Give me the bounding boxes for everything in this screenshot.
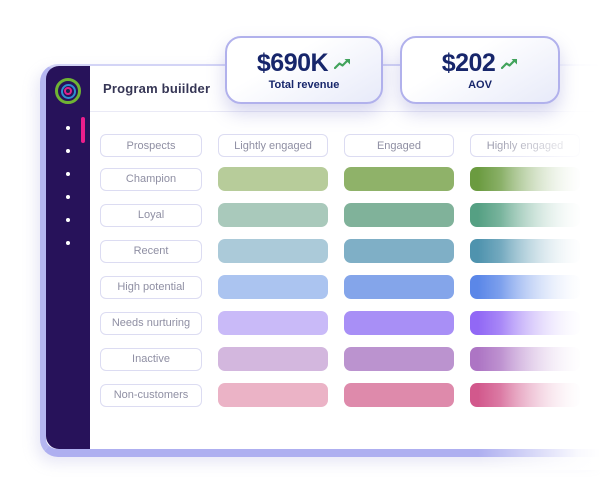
matrix-header-row: Prospects Lightly engaged Engaged Highly en… (100, 134, 580, 157)
column-header-pill[interactable]: Prospects (100, 134, 202, 157)
matrix-cell[interactable] (470, 239, 580, 263)
page-title: Program buiilder (103, 81, 211, 96)
app-window: Program buiilder Prospects Lightly engage… (40, 64, 600, 457)
row-label-pill[interactable]: Loyal (100, 203, 202, 227)
stat-card-aov: $202 AOV (400, 36, 560, 104)
sidebar-nav (46, 126, 90, 264)
matrix-cell[interactable] (470, 347, 580, 371)
matrix-cell[interactable] (218, 347, 328, 371)
sidebar-nav-dot-icon[interactable] (66, 195, 70, 199)
column-header-pill[interactable]: Engaged (344, 134, 454, 157)
matrix-row: Champion (100, 167, 580, 191)
matrix-cell[interactable] (344, 383, 454, 407)
matrix-cell[interactable] (344, 167, 454, 191)
row-label-pill[interactable]: Needs nurturing (100, 311, 202, 335)
matrix-cell[interactable] (218, 383, 328, 407)
matrix-row: Needs nurturing (100, 311, 580, 335)
matrix-row: Non-customers (100, 383, 580, 407)
row-label-pill[interactable]: Champion (100, 167, 202, 191)
matrix-cell[interactable] (344, 239, 454, 263)
row-label-pill[interactable]: Recent (100, 239, 202, 263)
sidebar-active-indicator (81, 117, 85, 143)
total-revenue-label: Total revenue (268, 79, 340, 91)
matrix-cell[interactable] (344, 203, 454, 227)
sidebar (46, 66, 90, 449)
matrix-cell[interactable] (218, 239, 328, 263)
total-revenue-value: $690K (256, 49, 329, 77)
matrix-cell[interactable] (470, 311, 580, 335)
matrix-cell[interactable] (218, 167, 328, 191)
sidebar-nav-dot-icon[interactable] (66, 126, 70, 130)
segment-matrix: Prospects Lightly engaged Engaged Highly en… (100, 134, 580, 419)
matrix-cell[interactable] (218, 311, 328, 335)
matrix-cell[interactable] (344, 347, 454, 371)
matrix-cell[interactable] (470, 275, 580, 299)
matrix-cell[interactable] (344, 275, 454, 299)
column-header-pill[interactable]: Lightly engaged (218, 134, 328, 157)
matrix-cell[interactable] (470, 383, 580, 407)
aov-label: AOV (468, 79, 492, 91)
matrix-row: Loyal (100, 203, 580, 227)
matrix-row: Inactive (100, 347, 580, 371)
matrix-cell[interactable] (218, 275, 328, 299)
app-header: Program buiilder (90, 66, 600, 112)
matrix-cell[interactable] (470, 203, 580, 227)
sidebar-nav-dot-icon[interactable] (66, 241, 70, 245)
matrix-cell[interactable] (218, 203, 328, 227)
row-label-pill[interactable]: Non-customers (100, 383, 202, 407)
trend-up-icon (334, 58, 351, 70)
column-header-pill[interactable]: Highly engaged (470, 134, 580, 157)
matrix-cell[interactable] (344, 311, 454, 335)
matrix-cell[interactable] (470, 167, 580, 191)
sidebar-nav-dot-icon[interactable] (66, 149, 70, 153)
trend-up-icon (501, 58, 518, 70)
row-label-pill[interactable]: High potential (100, 275, 202, 299)
aov-value: $202 (441, 49, 496, 77)
app-logo-icon (55, 78, 81, 104)
sidebar-nav-dot-icon[interactable] (66, 218, 70, 222)
stat-card-total-revenue: $690K Total revenue (225, 36, 383, 104)
matrix-row: Recent (100, 239, 580, 263)
sidebar-nav-dot-icon[interactable] (66, 172, 70, 176)
row-label-pill[interactable]: Inactive (100, 347, 202, 371)
matrix-row: High potential (100, 275, 580, 299)
